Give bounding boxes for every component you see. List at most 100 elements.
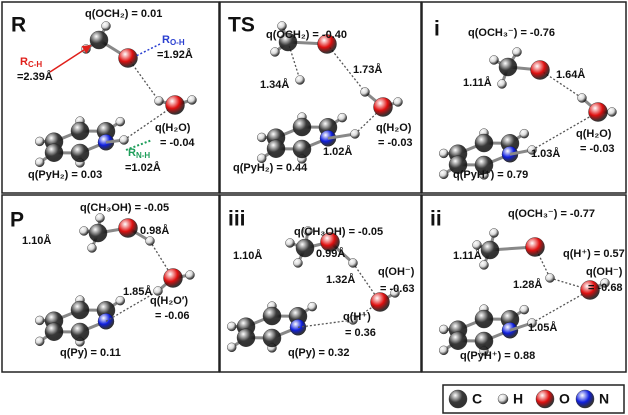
- atom: [96, 214, 105, 223]
- atom: [188, 96, 197, 105]
- legend-label: N: [599, 391, 609, 407]
- atom: [35, 158, 44, 167]
- annotation: q(H₂O): [376, 122, 412, 134]
- panel-label: R: [11, 14, 26, 37]
- atom: [257, 133, 266, 142]
- annotation: q(H₂O): [155, 122, 191, 134]
- annotation: q(H⁺) = 0.57: [563, 248, 625, 260]
- annotation: q(OCH₃⁻) = -0.76: [468, 27, 555, 39]
- atom: [608, 108, 617, 117]
- atom: [475, 332, 493, 350]
- annotation: = -0.06: [155, 310, 190, 322]
- legend-swatch: [536, 390, 554, 408]
- annotation: =1.92Å: [157, 48, 193, 61]
- atom: [80, 227, 89, 236]
- annotation: 1.28Å: [513, 278, 542, 291]
- atom: [227, 343, 236, 352]
- atom: [439, 346, 448, 355]
- atom: [531, 61, 550, 80]
- atom: [116, 117, 125, 126]
- annotation: 1.10Å: [233, 249, 262, 262]
- atom: [45, 144, 63, 162]
- atom: [589, 103, 608, 122]
- atom: [296, 239, 314, 257]
- atom: [520, 129, 529, 138]
- annotation: 1.85Å: [123, 285, 152, 298]
- legend-swatch: [576, 390, 594, 408]
- annotation: q(OCH₂) = -0.40: [266, 29, 347, 41]
- atom: [439, 325, 448, 334]
- distance-label: RC-H: [20, 56, 42, 69]
- annotation: q(PyH₂) = 0.03: [28, 169, 102, 181]
- atom: [371, 293, 390, 312]
- annotation: 0.98Å: [140, 224, 169, 237]
- atom: [90, 31, 108, 49]
- atom: [119, 219, 138, 238]
- annotation: = -0.03: [378, 137, 413, 149]
- atom: [293, 118, 311, 136]
- panel-frame: [2, 2, 219, 193]
- atom: [120, 136, 129, 145]
- atom: [513, 48, 522, 57]
- annotation: = -0.04: [160, 137, 195, 149]
- annotation: 1.10Å: [22, 234, 51, 247]
- annotation: 1.03Å: [531, 147, 560, 160]
- atom: [475, 134, 493, 152]
- annotation: q(OCH₃⁻) = -0.77: [508, 208, 595, 220]
- annotation: q(OH⁻): [586, 266, 623, 278]
- annotation: q(OH⁻): [378, 266, 415, 278]
- panel-label: ii: [430, 208, 442, 231]
- annotation: 1.64Å: [556, 68, 585, 81]
- atom: [374, 98, 393, 117]
- annotation: q(H₂O′): [150, 295, 188, 307]
- atom: [490, 229, 499, 238]
- annotation: =2.39Å: [17, 70, 53, 83]
- annotation: 0.99Å: [316, 247, 345, 260]
- atom: [294, 259, 303, 268]
- atom: [186, 271, 195, 280]
- distance-label: RN-H: [128, 147, 150, 160]
- legend-swatch: [449, 390, 467, 408]
- subscript: C-H: [28, 60, 42, 69]
- annotation: q(Py) = 0.32: [288, 347, 349, 359]
- annotation: 1.05Å: [528, 321, 557, 334]
- distance-label: RO-H: [162, 34, 185, 47]
- atom: [227, 322, 236, 331]
- annotation: =1.02Å: [125, 161, 161, 174]
- annotation: q(PyH⁺) = 0.79: [453, 169, 528, 181]
- annotation: q(PyH⁺) = 0.88: [460, 350, 535, 362]
- symbol: R: [20, 56, 28, 68]
- panel-label: TS: [228, 14, 255, 37]
- atom: [293, 140, 311, 158]
- atom: [498, 80, 507, 89]
- atom: [263, 307, 281, 325]
- annotation: 1.32Å: [326, 273, 355, 286]
- atom: [349, 259, 358, 268]
- annotation: 1.11Å: [453, 249, 482, 262]
- subscript: O-H: [170, 38, 185, 47]
- annotation: = -0.63: [380, 283, 415, 295]
- atom: [271, 48, 280, 57]
- atom: [71, 323, 89, 341]
- atom: [89, 224, 107, 242]
- atom: [361, 88, 370, 97]
- atom: [296, 76, 305, 85]
- annotation: q(Py) = 0.11: [60, 347, 121, 359]
- annotation: q(H₂O): [576, 128, 612, 140]
- symbol: R: [128, 147, 136, 159]
- atom: [263, 329, 281, 347]
- annotation: q(OCH₂) = 0.01: [85, 8, 162, 20]
- atom: [526, 238, 545, 257]
- arrow: [50, 46, 90, 72]
- atom: [71, 144, 89, 162]
- atom: [267, 140, 285, 158]
- annotation: 1.73Å: [353, 63, 382, 76]
- atom: [481, 241, 499, 259]
- atom: [499, 58, 517, 76]
- atom: [546, 274, 555, 283]
- atom: [449, 332, 467, 350]
